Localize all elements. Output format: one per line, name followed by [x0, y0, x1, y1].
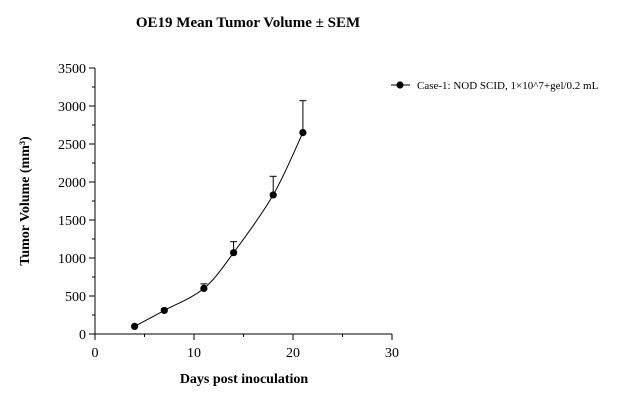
y-tick-label: 1500: [58, 214, 86, 229]
data-point: [160, 306, 168, 315]
x-tick-label: 30: [385, 346, 399, 361]
legend: Case-1: NOD SCID, 1×10^7+gel/0.2 mL: [391, 80, 599, 92]
y-tick-label: 2500: [58, 138, 86, 153]
y-tick-label: 1000: [58, 252, 86, 267]
y-axis: 0 500 1000 1500 2000 2500 3000 3500: [58, 62, 96, 343]
chart-title: OE19 Mean Tumor Volume ± SEM: [136, 15, 360, 31]
y-tick-label: 2000: [58, 176, 86, 191]
x-tick-label: 20: [286, 346, 300, 361]
y-tick-label: 3000: [58, 100, 86, 115]
data-point: [131, 322, 139, 330]
data-point: [230, 249, 238, 257]
x-axis-label: Days post inoculation: [180, 372, 309, 387]
y-tick-label: 500: [65, 290, 86, 305]
y-tick-label: 0: [79, 328, 86, 343]
y-tick-label: 3500: [58, 62, 86, 77]
x-tick-label: 10: [187, 346, 201, 361]
x-axis: 0 10 20 30: [92, 333, 399, 361]
legend-label: Case-1: NOD SCID, 1×10^7+gel/0.2 mL: [417, 80, 599, 92]
series-line: [134, 132, 304, 327]
legend-marker: [396, 81, 404, 89]
series-layer: [131, 100, 307, 330]
data-point: [269, 191, 277, 199]
data-point: [299, 129, 307, 137]
y-axis-label: Tumor Volume (mm³): [18, 136, 33, 266]
x-tick-label: 0: [92, 346, 99, 361]
data-point: [200, 284, 208, 292]
